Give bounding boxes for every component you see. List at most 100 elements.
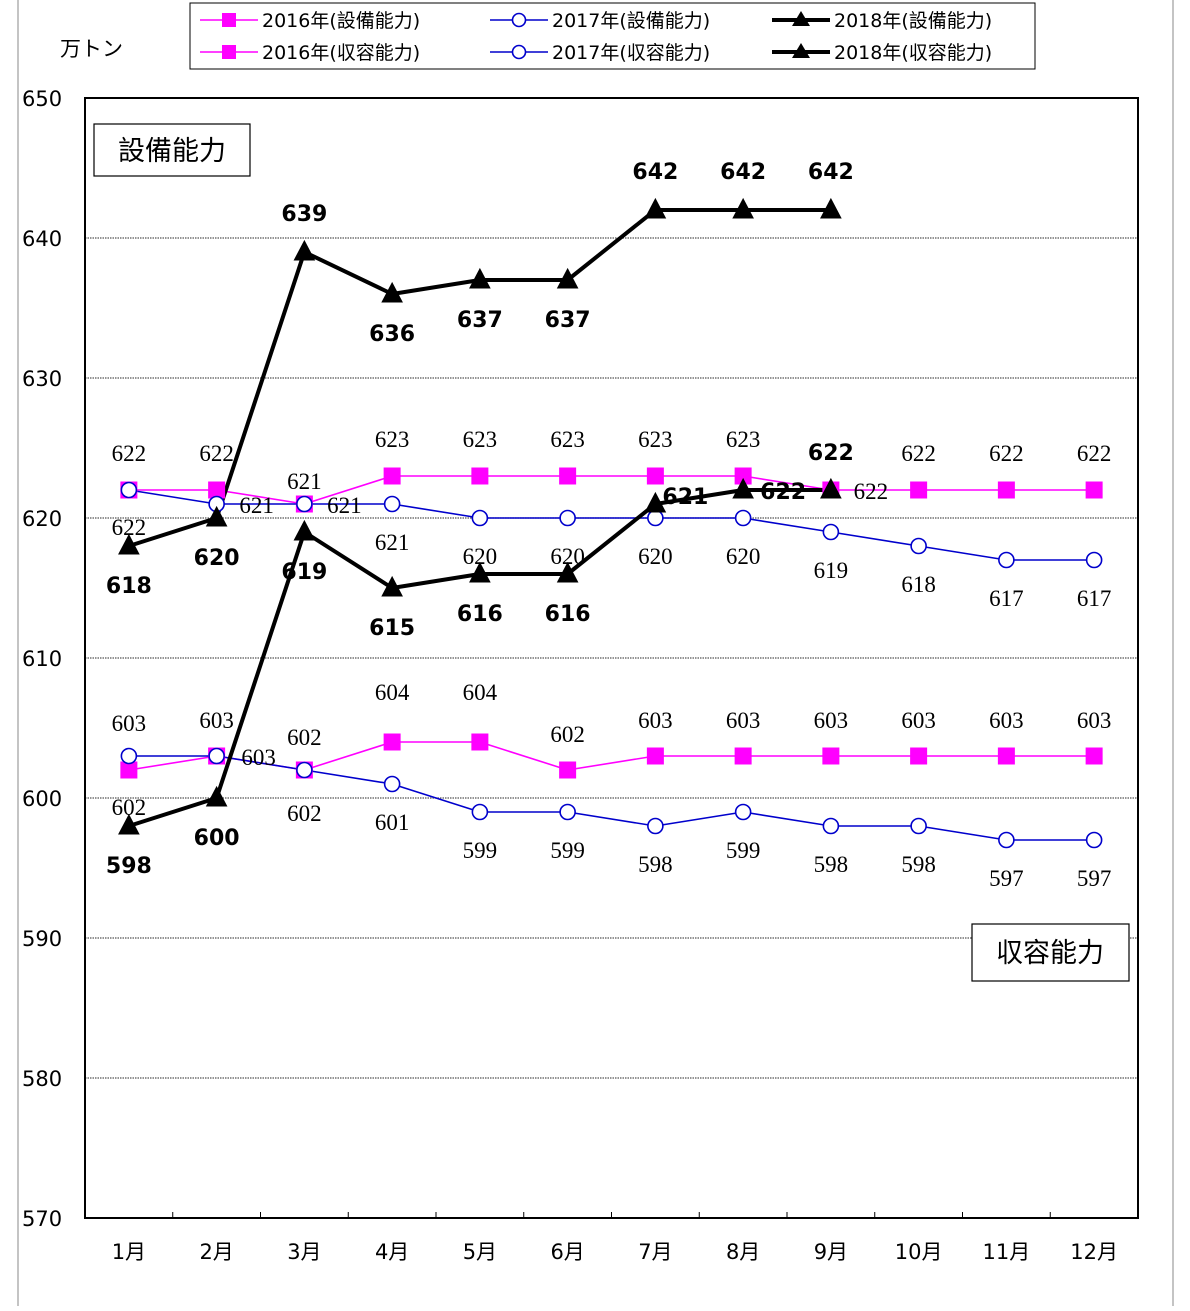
x-tick-label: 9月 bbox=[814, 1240, 848, 1264]
data-label: 602 bbox=[287, 801, 322, 826]
point-marker bbox=[118, 813, 140, 835]
point-marker bbox=[644, 491, 667, 513]
point-marker bbox=[820, 477, 842, 499]
data-label: 621 bbox=[327, 493, 362, 518]
point-marker bbox=[381, 575, 403, 597]
data-label: 616 bbox=[457, 602, 503, 627]
point-marker bbox=[734, 803, 752, 821]
legend-label: 2018年(収容能力) bbox=[834, 42, 992, 64]
y-tick-label: 580 bbox=[22, 1067, 62, 1091]
data-label: 617 bbox=[1077, 586, 1112, 611]
data-label: 623 bbox=[463, 427, 498, 452]
point-marker bbox=[120, 747, 138, 765]
point-marker bbox=[205, 785, 228, 807]
point-marker bbox=[383, 733, 401, 751]
y-tick-label: 620 bbox=[22, 507, 62, 531]
data-label: 642 bbox=[720, 160, 766, 185]
data-label: 599 bbox=[550, 838, 585, 863]
point-marker bbox=[732, 477, 754, 499]
data-label: 603 bbox=[638, 708, 673, 733]
data-label: 620 bbox=[463, 544, 498, 569]
legend-label: 2017年(収容能力) bbox=[552, 42, 710, 64]
point-marker bbox=[910, 481, 928, 499]
point-marker bbox=[118, 533, 140, 555]
data-label: 598 bbox=[106, 854, 152, 879]
data-label: 599 bbox=[463, 838, 498, 863]
x-tick-label: 2月 bbox=[199, 1240, 233, 1264]
legend bbox=[189, 2, 1036, 70]
point-marker bbox=[820, 197, 842, 219]
data-label: 604 bbox=[463, 680, 498, 705]
data-label: 602 bbox=[550, 722, 585, 747]
point-marker bbox=[1085, 747, 1103, 765]
point-marker bbox=[732, 197, 754, 219]
data-label: 603 bbox=[989, 708, 1024, 733]
point-marker bbox=[296, 495, 313, 513]
data-label: 622 bbox=[199, 441, 234, 466]
point-marker bbox=[1085, 831, 1103, 849]
x-tick-label: 5月 bbox=[463, 1240, 497, 1264]
point-marker bbox=[383, 495, 401, 513]
legend-marker bbox=[511, 12, 527, 28]
point-marker bbox=[822, 523, 840, 541]
point-marker bbox=[293, 519, 316, 541]
point-marker bbox=[822, 817, 840, 835]
section-box-lower bbox=[971, 923, 1130, 982]
point-marker bbox=[998, 831, 1015, 849]
data-label: 603 bbox=[199, 708, 234, 733]
point-marker bbox=[1085, 551, 1103, 569]
data-label: 603 bbox=[901, 708, 936, 733]
point-marker bbox=[559, 509, 576, 527]
data-label: 623 bbox=[550, 427, 585, 452]
y-tick-label: 630 bbox=[22, 367, 62, 391]
point-marker bbox=[910, 747, 928, 765]
legend-marker bbox=[511, 44, 527, 60]
point-marker bbox=[120, 761, 138, 779]
data-label: 617 bbox=[989, 586, 1024, 611]
data-label: 598 bbox=[638, 852, 673, 877]
data-label: 622 bbox=[989, 441, 1024, 466]
x-tick-label: 12月 bbox=[1070, 1240, 1118, 1264]
point-marker bbox=[469, 267, 491, 289]
y-tick-label: 600 bbox=[22, 787, 62, 811]
point-marker bbox=[120, 481, 138, 499]
data-label: 623 bbox=[638, 427, 673, 452]
data-label: 618 bbox=[106, 574, 152, 599]
point-marker bbox=[556, 561, 579, 583]
data-label: 598 bbox=[814, 852, 849, 877]
legend-marker bbox=[792, 11, 810, 26]
data-label: 602 bbox=[287, 725, 322, 750]
data-label: 622 bbox=[112, 441, 147, 466]
data-label: 597 bbox=[989, 866, 1024, 891]
data-label: 615 bbox=[369, 616, 415, 641]
legend-label: 2018年(設備能力) bbox=[834, 10, 992, 32]
point-marker bbox=[559, 761, 577, 779]
data-label: 622 bbox=[854, 479, 889, 504]
point-marker bbox=[383, 775, 401, 793]
data-label: 620 bbox=[638, 544, 673, 569]
data-label: 603 bbox=[241, 745, 276, 770]
data-label: 623 bbox=[726, 427, 761, 452]
legend-marker bbox=[222, 45, 236, 59]
data-label: 616 bbox=[545, 602, 591, 627]
data-label: 598 bbox=[901, 852, 936, 877]
data-label: 622 bbox=[760, 480, 806, 505]
legend-marker bbox=[222, 13, 236, 27]
y-tick-label: 650 bbox=[22, 87, 62, 111]
data-label: 642 bbox=[632, 160, 678, 185]
point-marker bbox=[205, 505, 228, 527]
section-label-upper: 設備能力 bbox=[118, 136, 226, 167]
point-marker bbox=[559, 467, 577, 485]
point-marker bbox=[822, 747, 840, 765]
data-label: 636 bbox=[369, 322, 415, 347]
point-marker bbox=[998, 551, 1015, 569]
x-tick-label: 10月 bbox=[895, 1240, 943, 1264]
data-label: 642 bbox=[808, 160, 854, 185]
data-label: 618 bbox=[901, 572, 936, 597]
point-marker bbox=[997, 747, 1015, 765]
point-marker bbox=[910, 537, 927, 555]
data-label: 599 bbox=[726, 838, 761, 863]
point-marker bbox=[734, 509, 752, 527]
